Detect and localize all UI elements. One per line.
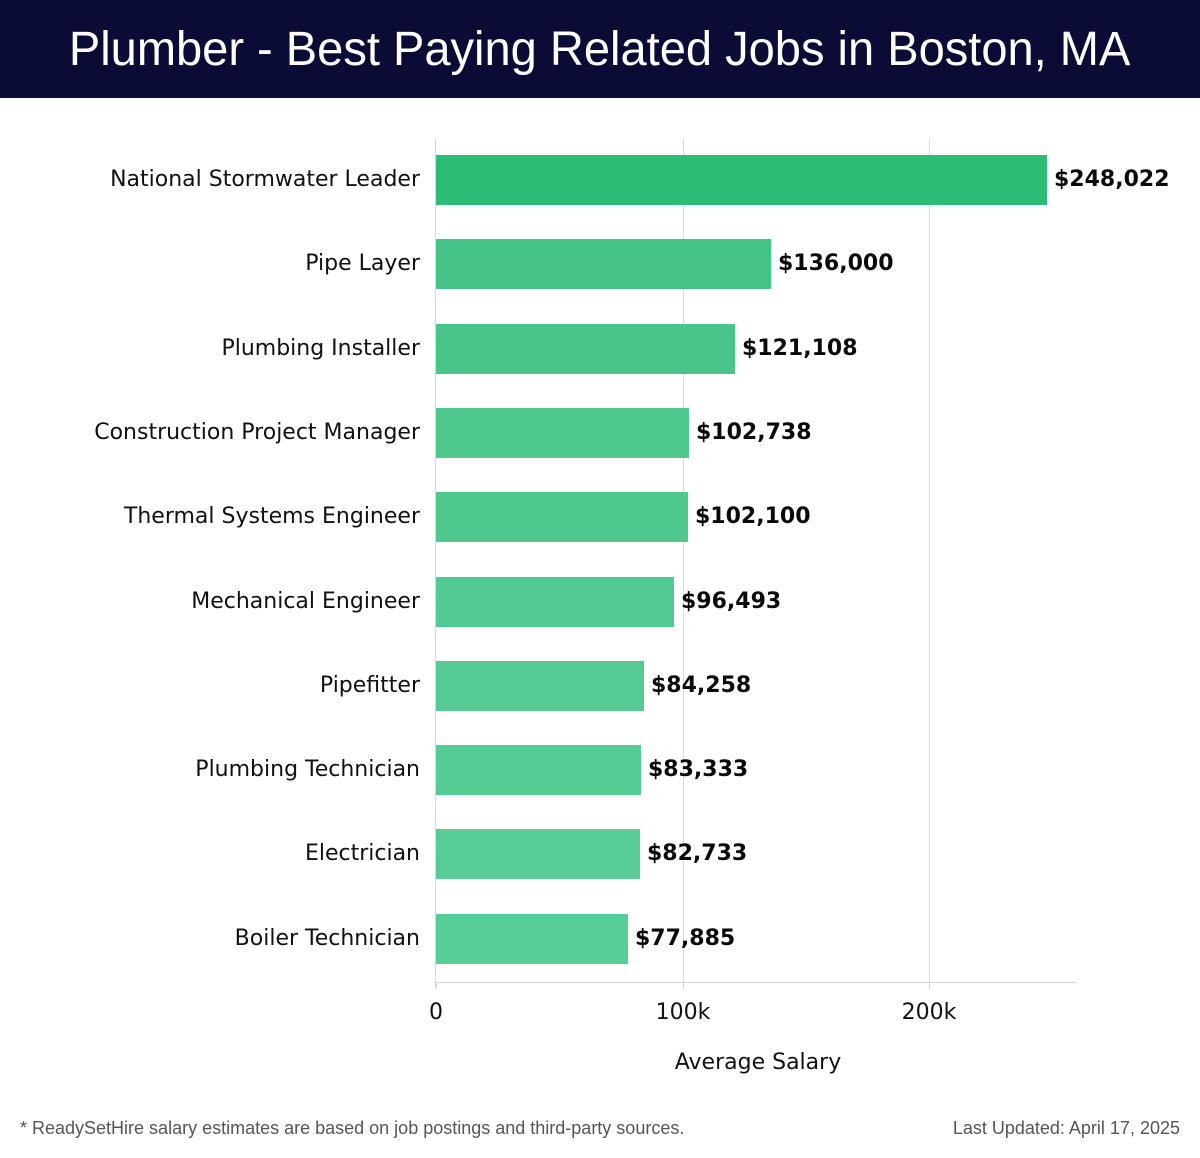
- value-label: $121,108: [742, 336, 858, 361]
- bar: [436, 408, 689, 458]
- bar: [436, 492, 688, 542]
- value-label: $83,333: [648, 757, 749, 782]
- category-label: Pipefitter: [319, 673, 420, 698]
- x-axis-label: Average Salary: [674, 1050, 842, 1075]
- footnote: * ReadySetHire salary estimates are base…: [20, 1118, 685, 1138]
- x-tick-label: 100k: [655, 1000, 711, 1025]
- bar: [436, 745, 641, 795]
- chart-title: Plumber - Best Paying Related Jobs in Bo…: [69, 22, 1131, 76]
- bar: [436, 155, 1047, 205]
- y-axis-line: [435, 138, 436, 988]
- value-label: $102,738: [696, 420, 812, 445]
- category-label: Plumbing Technician: [195, 757, 420, 782]
- bar: [436, 829, 640, 879]
- value-label: $102,100: [695, 504, 811, 529]
- category-label: Thermal Systems Engineer: [123, 504, 420, 529]
- bar-row: Thermal Systems Engineer $102,100: [0, 492, 1200, 542]
- last-updated: Last Updated: April 17, 2025: [952, 1118, 1180, 1138]
- value-label: $136,000: [778, 251, 894, 276]
- bar: [436, 914, 628, 964]
- category-label: National Stormwater Leader: [110, 167, 420, 192]
- value-label: $84,258: [651, 673, 752, 698]
- chart-header: Plumber - Best Paying Related Jobs in Bo…: [0, 0, 1200, 98]
- value-label: $248,022: [1054, 167, 1170, 192]
- value-label: $82,733: [647, 841, 748, 866]
- bar: [436, 324, 735, 374]
- category-label: Plumbing Installer: [221, 336, 420, 361]
- category-label: Construction Project Manager: [94, 420, 420, 445]
- bar-row: Construction Project Manager $102,738: [0, 408, 1200, 458]
- value-label: $96,493: [681, 589, 782, 614]
- bar-row: Plumbing Technician $83,333: [0, 745, 1200, 795]
- category-label: Mechanical Engineer: [191, 589, 420, 614]
- bar: [436, 239, 771, 289]
- x-tick: [929, 982, 930, 990]
- x-tick: [683, 982, 684, 990]
- bar: [436, 661, 644, 711]
- bar-row: Boiler Technician $77,885: [0, 914, 1200, 964]
- gridline: [929, 138, 930, 982]
- x-tick-label: 0: [429, 1000, 443, 1025]
- x-axis-line: [436, 982, 1077, 983]
- bar-row: Pipe Layer $136,000: [0, 239, 1200, 289]
- value-label: $77,885: [635, 926, 736, 951]
- category-label: Electrician: [304, 841, 420, 866]
- bar-row: Pipefitter $84,258: [0, 661, 1200, 711]
- category-label: Boiler Technician: [234, 926, 420, 951]
- x-tick: [436, 982, 437, 990]
- bar-row: Plumbing Installer $121,108: [0, 324, 1200, 374]
- bar: [436, 577, 674, 627]
- category-label: Pipe Layer: [305, 251, 420, 276]
- x-tick-label: 200k: [901, 1000, 957, 1025]
- bar-row: National Stormwater Leader $248,022: [0, 155, 1200, 205]
- gridline: [683, 138, 684, 982]
- bar-row: Mechanical Engineer $96,493: [0, 577, 1200, 627]
- bar-row: Electrician $82,733: [0, 829, 1200, 879]
